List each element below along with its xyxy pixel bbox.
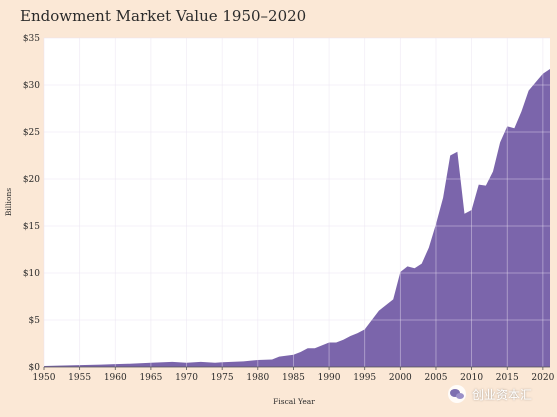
y-tick-label: $35 xyxy=(23,34,40,44)
watermark: 创业资本汇 xyxy=(448,385,532,403)
x-tick-label: 2010 xyxy=(460,373,483,383)
x-tick-label: 1985 xyxy=(282,373,305,383)
wechat-icon xyxy=(448,385,466,403)
y-tick-label: $15 xyxy=(23,222,40,232)
y-tick-label: $0 xyxy=(29,363,41,373)
x-tick-label: 1975 xyxy=(211,373,234,383)
y-tick-label: $25 xyxy=(23,128,40,138)
x-tick-label: 1995 xyxy=(353,373,376,383)
x-tick-label: 1965 xyxy=(139,373,162,383)
x-tick-label: 1990 xyxy=(318,373,341,383)
y-tick-label: $5 xyxy=(29,316,41,326)
x-tick-label: 1960 xyxy=(104,373,127,383)
x-tick-label: 2000 xyxy=(389,373,412,383)
x-tick-label: 1980 xyxy=(246,373,269,383)
x-tick-label: 2005 xyxy=(425,373,448,383)
x-axis-label: Fiscal Year xyxy=(273,397,315,406)
x-tick-label: 2015 xyxy=(496,373,519,383)
x-tick-label: 1970 xyxy=(175,373,198,383)
y-tick-label: $10 xyxy=(23,269,40,279)
x-tick-label: 1955 xyxy=(68,373,91,383)
y-tick-label: $30 xyxy=(23,81,40,91)
x-tick-label: 2020 xyxy=(531,373,554,383)
y-tick-label: $20 xyxy=(23,175,40,185)
market-value-area xyxy=(44,69,550,368)
y-axis-label: Billions xyxy=(4,188,13,216)
x-tick-label: 1950 xyxy=(33,373,56,383)
chart-title: Endowment Market Value 1950–2020 xyxy=(20,7,307,25)
watermark-text: 创业资本汇 xyxy=(472,387,533,402)
